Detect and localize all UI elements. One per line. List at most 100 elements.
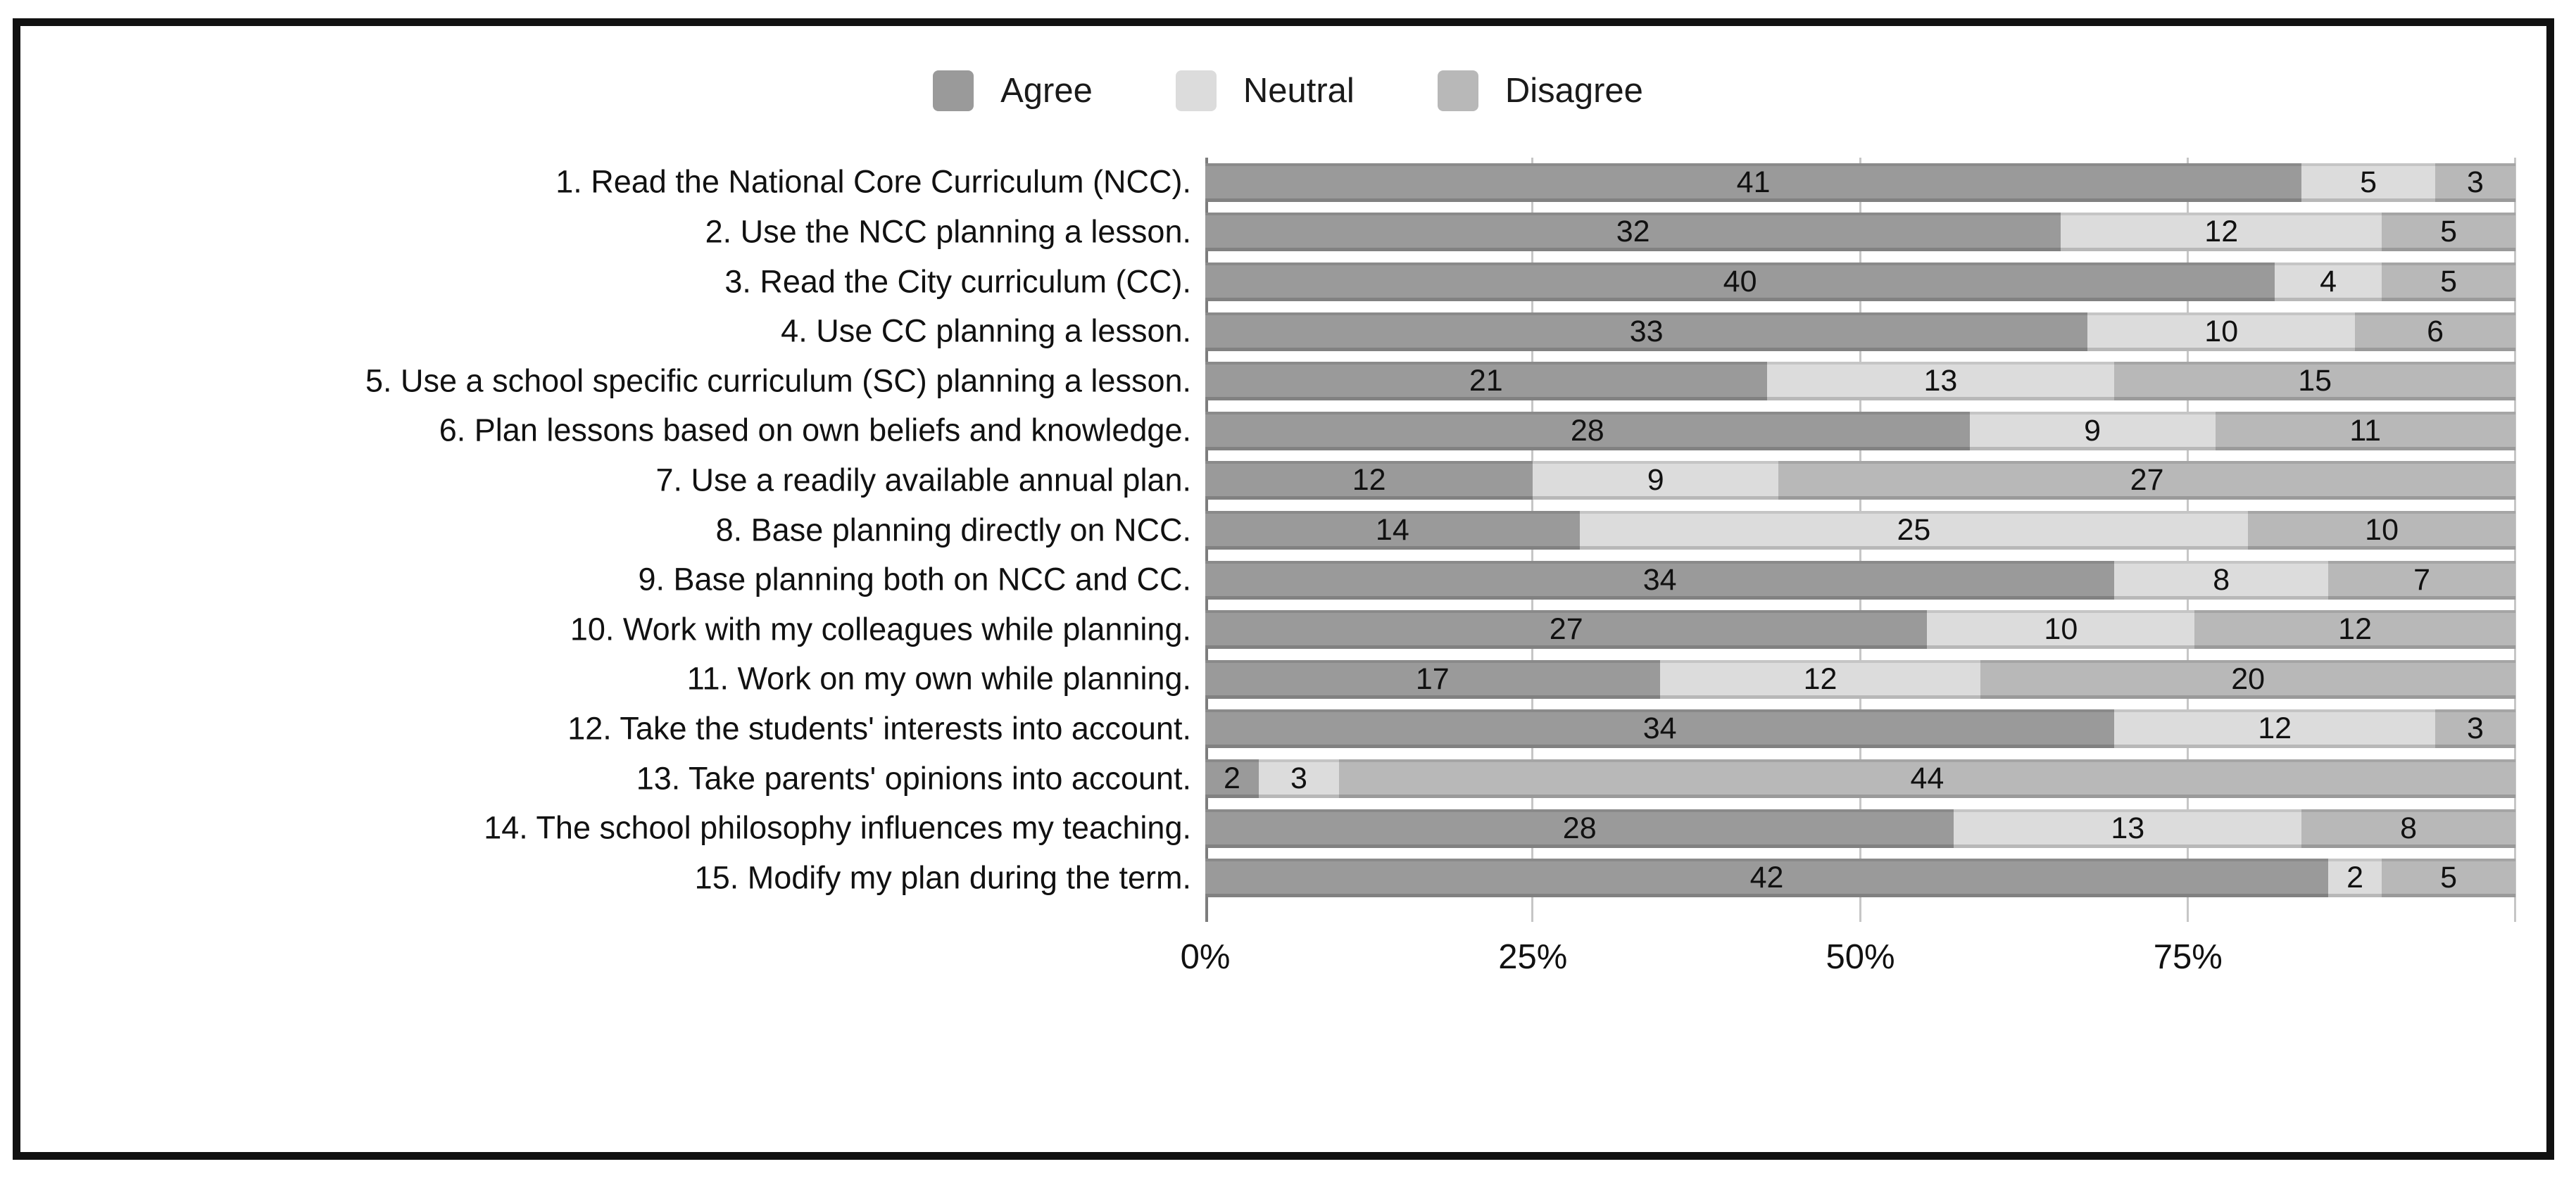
bar-value-label: 14 [1375,513,1409,547]
category-label: 10. Work with my colleagues while planni… [570,611,1191,647]
bar-value-label: 20 [2231,662,2266,696]
bar-row: 27 10 12 [1205,610,2515,650]
bar-value-label: 3 [2467,711,2484,746]
bar-row: 42 2 5 [1205,859,2515,898]
bar-segment-neutral: 12 [1659,659,1981,699]
category-label: 5. Use a school specific curriculum (SC)… [365,362,1191,399]
bar-row: 28 13 8 [1205,809,2515,848]
category-label: 4. Use CC planning a lesson. [781,312,1191,349]
bar-value-label: 15 [2298,364,2332,398]
bar-segment-agree: 28 [1205,411,1970,450]
bar-segment-disagree: 20 [1980,659,2515,699]
bar-segment-agree: 34 [1205,560,2115,600]
bar-segment-disagree: 8 [2301,809,2515,848]
bar-value-label: 13 [1923,364,1958,398]
category-label: 8. Base planning directly on NCC. [715,512,1191,548]
bar-segment-disagree: 3 [2435,163,2515,202]
bar-value-label: 10 [2044,612,2078,647]
bar-segment-agree: 42 [1205,859,2329,898]
bar-value-label: 2 [2346,861,2364,895]
bar-segment-neutral: 5 [2301,163,2436,202]
bar-row: 32 12 5 [1205,213,2515,252]
category-label: 2. Use the NCC planning a lesson. [705,213,1191,250]
bar-value-label: 40 [1723,265,1757,298]
bar-segment-agree: 40 [1205,262,2275,301]
bar-value-label: 12 [2338,612,2373,647]
bar-segment-agree: 32 [1205,213,2061,252]
bar-row: 14 25 10 [1205,511,2515,550]
bar-segment-disagree: 11 [2215,411,2515,450]
legend-label: Neutral [1243,71,1355,110]
legend-swatch-icon [1175,70,1217,111]
bar-segment-agree: 12 [1205,461,1533,500]
bar-segment-neutral: 13 [1766,362,2115,401]
bar-value-label: 28 [1570,413,1604,448]
legend-label: Disagree [1504,71,1643,110]
bar-segment-agree: 33 [1205,312,2088,351]
category-label: 7. Use a readily available annual plan. [655,462,1192,498]
bar-segment-agree: 14 [1205,511,1580,550]
bar-value-label: 8 [2400,811,2418,845]
bar-value-label: 12 [1352,463,1386,498]
bar-segment-neutral: 2 [2328,859,2382,898]
bar-row: 21 13 15 [1205,362,2515,401]
bar-segment-disagree: 10 [2248,511,2515,550]
bar-value-label: 33 [1629,314,1664,348]
bar-segment-neutral: 12 [2114,709,2436,749]
legend-item: Neutral [1175,70,1355,111]
bar-value-label: 3 [2467,165,2484,199]
bar-segment-neutral: 9 [1533,461,1779,500]
legend-swatch-icon [933,70,974,111]
bar-value-label: 9 [2084,413,2101,448]
legend-item: Disagree [1437,70,1643,111]
bar-row: 41 5 3 [1205,163,2515,202]
bar-segment-agree: 21 [1205,362,1767,401]
bar-value-label: 9 [1647,463,1664,498]
bar-value-label: 34 [1642,711,1677,746]
bar-value-label: 5 [2440,861,2457,895]
bar-segment-neutral: 8 [2114,560,2329,600]
bar-value-label: 32 [1616,215,1650,249]
bar-value-label: 5 [2360,165,2377,199]
bar-value-label: 34 [1642,562,1677,597]
bar-segment-neutral: 12 [2061,213,2382,252]
category-label: 15. Modify my plan during the term. [694,859,1191,896]
bar-segment-disagree: 5 [2382,213,2515,252]
bar-value-label: 10 [2204,314,2239,348]
category-label: 11. Work on my own while planning. [686,661,1191,697]
bar-value-label: 5 [2440,265,2457,298]
x-axis: 0% 25% 50% 75% [1181,938,2515,989]
bar-value-label: 4 [2320,265,2337,298]
bar-segment-disagree: 12 [2194,610,2515,650]
bar-value-label: 3 [1290,761,1307,795]
bar-segment-agree: 2 [1205,759,1259,798]
bar-value-label: 8 [2213,562,2230,597]
category-label: 14. The school philosophy influences my … [484,809,1191,846]
bar-segment-neutral: 13 [1954,809,2302,848]
bar-value-label: 12 [1803,662,1837,696]
bar-segment-disagree: 5 [2382,262,2515,301]
bar-value-label: 12 [2258,711,2292,746]
x-axis-tick-label: 50% [1826,938,1895,976]
bar-row: 33 10 6 [1205,312,2515,351]
bar-segment-disagree: 7 [2328,560,2515,600]
bar-value-label: 11 [2349,413,2382,448]
bar-value-label: 13 [2111,811,2145,845]
category-labels: 1. Read the National Core Curriculum (NC… [28,0,1191,1183]
bar-value-label: 6 [2427,314,2444,348]
bar-value-label: 27 [1549,612,1583,647]
bar-segment-agree: 27 [1205,610,1928,650]
category-label: 12. Take the students' interests into ac… [567,710,1191,747]
bar-segment-agree: 28 [1205,809,1954,848]
bar-row: 12 9 27 [1205,461,2515,500]
bar-segment-disagree: 44 [1338,759,2515,798]
bar-row: 2 3 44 [1205,759,2515,798]
bar-segment-disagree: 5 [2382,859,2515,898]
bar-value-label: 42 [1749,861,1784,895]
bar-value-label: 5 [2440,215,2457,249]
category-label: 6. Plan lessons based on own beliefs and… [439,412,1191,448]
x-axis-tick-label: 0% [1180,938,1231,976]
bar-value-label: 2 [1224,761,1240,795]
bar-row: 34 12 3 [1205,709,2515,749]
